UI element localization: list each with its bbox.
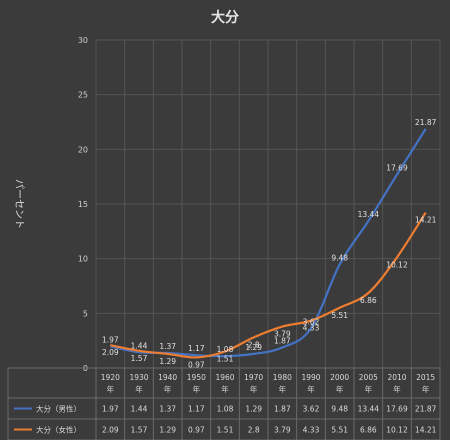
table-header-unit: 年 <box>307 384 315 394</box>
table-cell: 3.62 <box>303 405 320 414</box>
table-header-year: 2000 <box>330 373 349 382</box>
table-header-year: 1920 <box>101 373 120 382</box>
table-header-year: 1980 <box>273 373 292 382</box>
data-label: 1.51 <box>217 354 234 363</box>
table-header-year: 2005 <box>359 373 378 382</box>
table-header-unit: 年 <box>279 384 287 394</box>
y-tick-label: 30 <box>78 36 88 45</box>
data-label: 1.29 <box>245 343 262 352</box>
data-label: 1.08 <box>217 345 234 354</box>
y-axis-label: パーセント <box>13 179 25 229</box>
data-label: 21.87 <box>415 118 437 127</box>
table-header-year: 1990 <box>301 373 320 382</box>
data-label: 1.29 <box>159 357 176 366</box>
table-cell: 9.48 <box>331 405 348 414</box>
data-label: 1.97 <box>102 335 119 344</box>
data-label: 1.87 <box>274 337 291 346</box>
table-cell: 1.08 <box>217 405 234 414</box>
table-header-unit: 年 <box>365 384 373 394</box>
table-cell: 6.86 <box>360 426 377 435</box>
data-label: 1.17 <box>188 344 205 353</box>
table-header-unit: 年 <box>164 384 172 394</box>
y-tick-label: 15 <box>78 200 88 209</box>
data-label: 2.09 <box>102 348 119 357</box>
data-label: 2.8 <box>248 340 260 349</box>
table-header-unit: 年 <box>221 384 229 394</box>
table-header-unit: 年 <box>250 384 258 394</box>
data-label: 14.21 <box>415 216 437 225</box>
table-cell: 2.8 <box>248 426 260 435</box>
table-cell: 10.12 <box>386 426 408 435</box>
table-header-year: 1970 <box>244 373 263 382</box>
legend-label-0: 大分（男性） <box>36 404 81 414</box>
table-cell: 1.29 <box>159 426 176 435</box>
table-cell: 1.87 <box>274 405 291 414</box>
y-tick-label: 25 <box>78 91 88 100</box>
data-label: 1.37 <box>159 342 176 351</box>
data-label: 5.51 <box>331 311 348 320</box>
table-cell: 1.29 <box>245 405 262 414</box>
table-header-year: 1930 <box>129 373 148 382</box>
data-label: 3.62 <box>303 317 320 326</box>
table-header-year: 2010 <box>387 373 406 382</box>
chart-title: 大分 <box>211 9 239 26</box>
y-tick-label: 10 <box>78 255 88 264</box>
table-cell: 4.33 <box>303 426 320 435</box>
table-cell: 13.44 <box>358 405 380 414</box>
table-cell: 17.69 <box>386 405 408 414</box>
table-header-unit: 年 <box>135 384 143 394</box>
table-cell: 1.44 <box>131 405 148 414</box>
data-label: 4.33 <box>303 324 320 333</box>
data-label: 0.97 <box>188 360 205 369</box>
table-cell: 1.37 <box>159 405 176 414</box>
table-cell: 1.57 <box>131 426 148 435</box>
table-cell: 14.21 <box>415 426 437 435</box>
table-cell: 2.09 <box>102 426 119 435</box>
data-label: 6.86 <box>360 296 377 305</box>
table-cell: 1.97 <box>102 405 119 414</box>
y-tick-label: 20 <box>78 145 88 154</box>
table-header-unit: 年 <box>422 384 430 394</box>
table-header-year: 1940 <box>158 373 177 382</box>
table-cell: 1.51 <box>217 426 234 435</box>
data-label: 10.12 <box>386 260 408 269</box>
data-label: 13.44 <box>358 210 380 219</box>
table-cell: 21.87 <box>415 405 437 414</box>
data-label: 3.79 <box>274 330 291 339</box>
table-cell: 5.51 <box>331 426 348 435</box>
series-line-1 <box>110 212 427 359</box>
y-tick-label: 5 <box>83 309 88 318</box>
table-cell: 1.17 <box>188 405 205 414</box>
table-header-unit: 年 <box>336 384 344 394</box>
table-header-year: 2015 <box>416 373 435 382</box>
data-label: 1.57 <box>131 354 148 363</box>
legend-label-1: 大分（女性） <box>36 425 81 435</box>
data-label: 17.69 <box>386 164 408 173</box>
data-label: 1.44 <box>131 341 148 350</box>
table-header-unit: 年 <box>107 384 115 394</box>
table-cell: 3.79 <box>274 426 291 435</box>
data-label: 9.48 <box>331 253 348 262</box>
table-header-unit: 年 <box>193 384 201 394</box>
table-header-unit: 年 <box>393 384 401 394</box>
table-header-year: 1950 <box>187 373 206 382</box>
table-header-year: 1960 <box>215 373 234 382</box>
table-cell: 0.97 <box>188 426 205 435</box>
